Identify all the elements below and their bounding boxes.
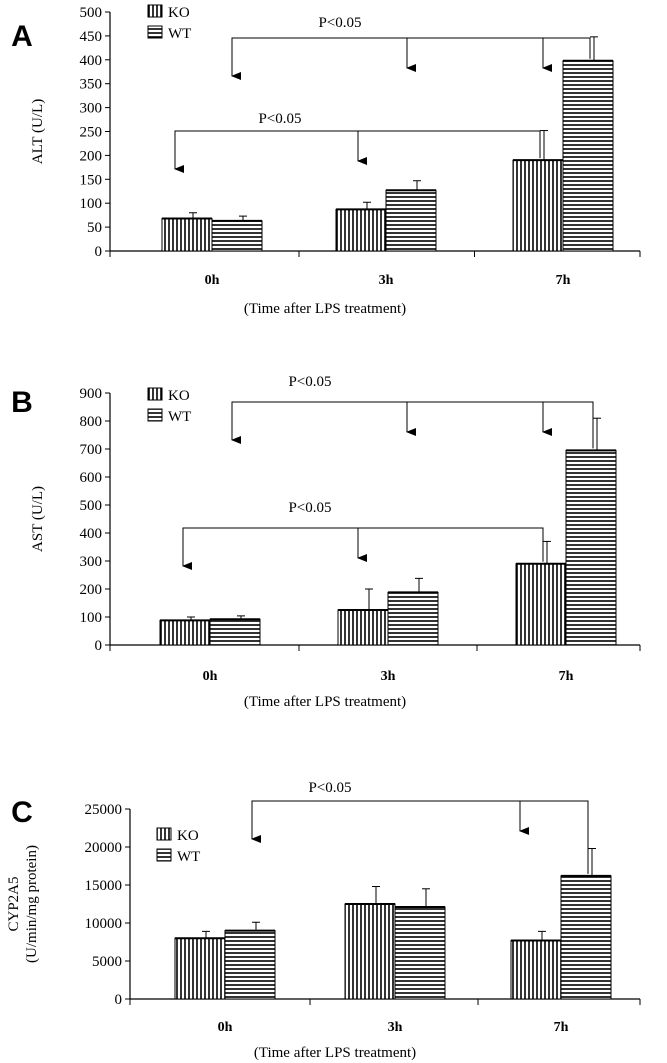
y-tick-label: 150	[80, 172, 103, 188]
legend-label-wt: WT	[168, 409, 191, 425]
y-tick-label: 20000	[85, 840, 123, 856]
y-axis-title: CYP2A5 (U/min/mg protein)	[6, 845, 40, 963]
x-tick-label: 3h	[379, 273, 394, 288]
y-tick-label: 300	[80, 554, 103, 570]
bar-ko-0h	[159, 619, 211, 646]
significance-bracket	[231, 37, 591, 68]
legend-swatch-ko	[156, 827, 172, 841]
y-tick-label: 350	[80, 77, 103, 93]
significance-bracket	[182, 527, 544, 562]
bar-wt-0h	[209, 618, 261, 646]
bar-wt-3h	[385, 189, 437, 252]
significance-label: P<0.05	[288, 500, 331, 516]
y-tick-label: 600	[80, 470, 103, 486]
bar-wt-0h	[211, 220, 263, 252]
bar-wt-0h	[224, 930, 276, 1000]
chart-panel-c: C 0 5000 10000 15000 20000 25000 0h 3h 7h KO WT P<0.…	[6, 780, 641, 1061]
y-tick-label: 300	[80, 101, 103, 117]
y-axis-title: AST (U/L)	[30, 486, 46, 552]
significance-bracket	[251, 800, 589, 874]
panel-label: C	[11, 796, 33, 829]
bar-ko-7h	[515, 563, 567, 646]
legend-label-ko: KO	[177, 828, 199, 844]
bar-ko-7h	[510, 939, 562, 1000]
bar-ko-0h	[174, 937, 226, 1000]
y-tick-label: 400	[80, 53, 103, 69]
y-tick-label: 0	[95, 244, 103, 260]
x-axis-title: (Time after LPS treatment)	[244, 301, 406, 317]
significance-bracket	[231, 401, 594, 449]
significance-label: P<0.05	[308, 780, 351, 796]
chart-panel-b: B 0 100 200 300 400 500 600 700 800 900 0h 3h 7h KO WT P…	[11, 374, 641, 710]
bar-wt-7h	[560, 875, 612, 1000]
y-tick-label: 0	[95, 638, 103, 654]
x-tick-label: 7h	[559, 669, 574, 684]
y-axis-title: ALT (U/L)	[30, 99, 46, 164]
bar-wt-7h	[562, 60, 614, 252]
legend-label-ko: KO	[168, 388, 190, 404]
significance-label: P<0.05	[258, 111, 301, 127]
chart-panel-a: A 0 50 100 150 200 250 300 350 400 450 500 0h 3h 7h KO W…	[11, 4, 641, 317]
y-tick-label: 25000	[85, 802, 123, 818]
y-tick-label: 200	[80, 148, 103, 164]
y-tick-label: 450	[80, 29, 103, 45]
legend-label-wt: WT	[177, 849, 200, 865]
panel-label: A	[11, 20, 33, 53]
y-tick-label: 500	[80, 498, 103, 514]
bar-ko-3h	[337, 609, 389, 646]
y-tick-label: 500	[80, 5, 103, 21]
y-tick-label: 900	[80, 386, 103, 402]
y-tick-label: 15000	[85, 878, 123, 894]
legend-swatch-wt	[147, 408, 163, 422]
y-tick-label: 5000	[92, 954, 122, 970]
y-tick-label: 800	[80, 414, 103, 430]
bar-ko-0h	[161, 217, 213, 252]
x-tick-label: 7h	[554, 1020, 569, 1035]
y-tick-label: 100	[80, 196, 103, 212]
x-tick-label: 0h	[203, 669, 218, 684]
y-tick-label: 700	[80, 442, 103, 458]
x-tick-label: 3h	[388, 1020, 403, 1035]
y-tick-label: 400	[80, 526, 103, 542]
bar-wt-3h	[387, 591, 439, 646]
x-tick-label: 3h	[381, 669, 396, 684]
legend-swatch-ko	[147, 4, 163, 18]
y-tick-label: 250	[80, 125, 103, 141]
bar-wt-7h	[565, 449, 617, 646]
y-tick-label: 100	[80, 610, 103, 626]
x-tick-label: 7h	[556, 273, 571, 288]
bar-ko-7h	[512, 159, 564, 252]
bar-wt-3h	[394, 906, 446, 1000]
x-tick-label: 0h	[205, 273, 220, 288]
y-tick-label: 50	[87, 220, 102, 236]
x-axis-title: (Time after LPS treatment)	[254, 1045, 416, 1061]
legend-label-ko: KO	[168, 5, 190, 21]
y-tick-label: 0	[115, 992, 123, 1008]
bar-ko-3h	[335, 208, 387, 252]
significance-label: P<0.05	[288, 374, 331, 390]
x-axis-title: (Time after LPS treatment)	[244, 694, 406, 710]
y-tick-label: 10000	[85, 916, 123, 932]
significance-label: P<0.05	[318, 15, 361, 31]
legend-swatch-wt	[156, 848, 172, 862]
x-tick-label: 0h	[218, 1020, 233, 1035]
legend-swatch-ko	[147, 387, 163, 401]
y-tick-label: 200	[80, 582, 103, 598]
panel-label: B	[11, 386, 33, 419]
bar-ko-3h	[344, 903, 396, 1000]
legend-label-wt: WT	[168, 26, 191, 42]
legend-swatch-wt	[147, 25, 163, 39]
